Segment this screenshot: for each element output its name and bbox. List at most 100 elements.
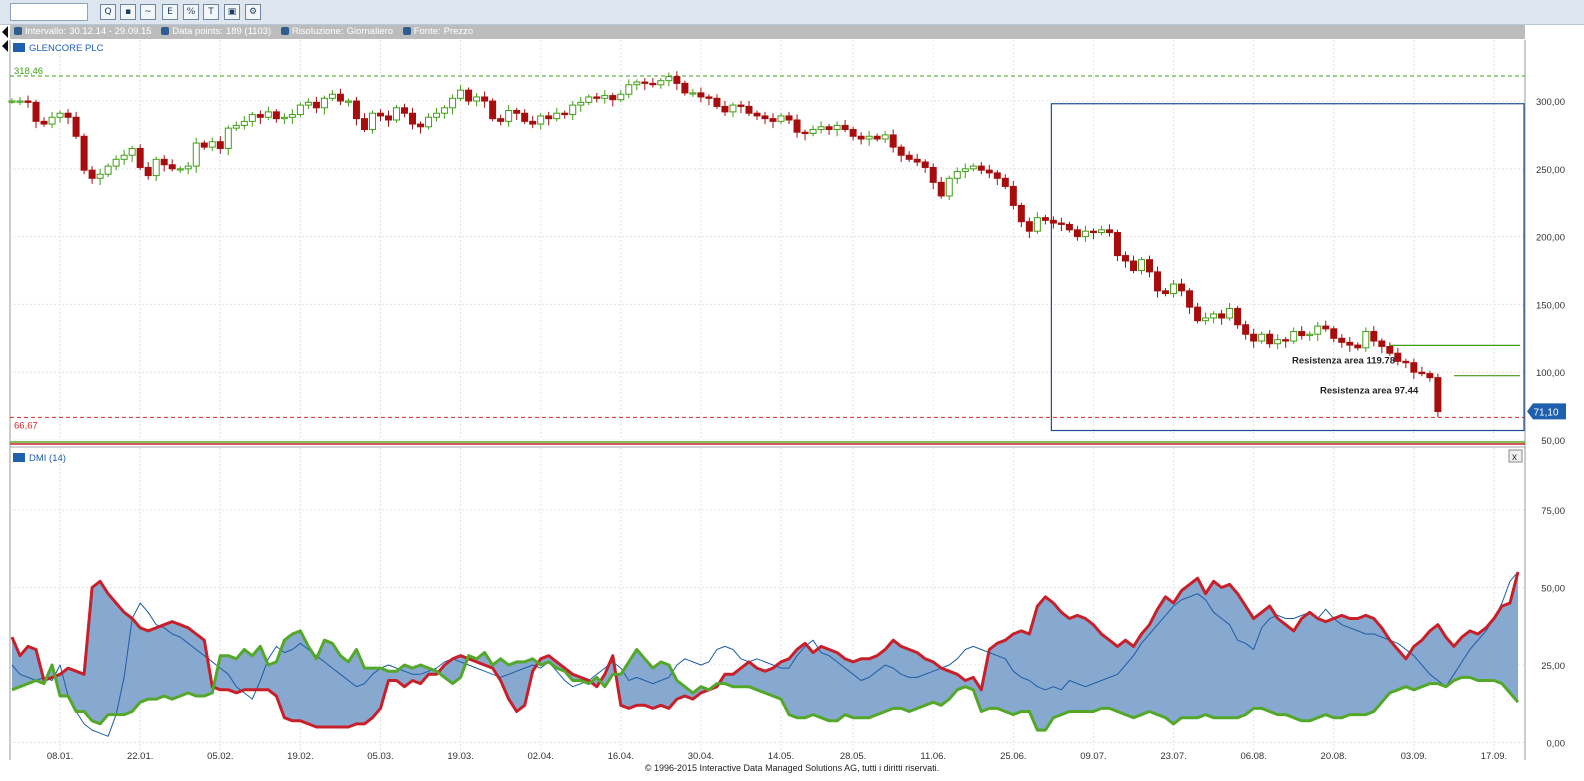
candle-body bbox=[304, 101, 312, 106]
candle-body bbox=[393, 107, 401, 121]
candle-body bbox=[224, 127, 232, 149]
candle-body bbox=[753, 112, 761, 117]
candle-body bbox=[1154, 271, 1162, 292]
zoom-icon[interactable]: Q bbox=[100, 4, 116, 20]
source-value: Prezzo bbox=[443, 26, 474, 37]
candle-body bbox=[48, 116, 56, 125]
min-price-label: 66,67 bbox=[14, 420, 38, 431]
chart-type-icon[interactable]: ▪ bbox=[120, 4, 136, 20]
candle-body bbox=[1009, 185, 1017, 206]
candle-body bbox=[1234, 307, 1242, 326]
close-icon[interactable]: x bbox=[1512, 452, 1517, 463]
dmi-y-tick-label: 0,00 bbox=[1547, 739, 1566, 750]
candle-body bbox=[881, 134, 889, 140]
symbol-search-input[interactable] bbox=[10, 3, 88, 21]
candle-body bbox=[569, 104, 577, 116]
price-grid bbox=[10, 40, 1525, 441]
candle-body bbox=[617, 93, 625, 101]
candle-body bbox=[1057, 222, 1065, 225]
candle-body bbox=[56, 112, 64, 118]
x-tick-label: 23.07. bbox=[1160, 751, 1186, 762]
candle-body bbox=[769, 118, 777, 122]
candle-body bbox=[417, 123, 425, 128]
candle-body bbox=[16, 100, 24, 103]
database-icon bbox=[402, 27, 411, 35]
candle-body bbox=[705, 96, 713, 99]
x-tick-label: 11.06. bbox=[920, 751, 946, 762]
text-tool-icon[interactable]: T bbox=[203, 4, 219, 20]
line-chart-icon[interactable]: ~ bbox=[140, 4, 156, 20]
candle-body bbox=[513, 110, 521, 114]
price-y-tick-label: 100,00 bbox=[1536, 368, 1565, 379]
candle-body bbox=[697, 92, 705, 98]
candle-body bbox=[1041, 217, 1049, 221]
candle-body bbox=[465, 89, 473, 102]
settings-icon[interactable]: ⚙ bbox=[245, 4, 261, 20]
candle-body bbox=[1402, 360, 1410, 364]
minus-di-line bbox=[11, 629, 1520, 732]
candle-body bbox=[1194, 306, 1202, 322]
candle-body bbox=[1146, 259, 1154, 273]
candle-body bbox=[777, 115, 785, 122]
x-tick-label: 16.04. bbox=[608, 751, 634, 762]
candle-body bbox=[561, 112, 569, 116]
candle-body bbox=[24, 100, 32, 103]
candle-body bbox=[1426, 373, 1434, 379]
candle-body bbox=[817, 126, 825, 130]
hash-icon bbox=[161, 27, 170, 35]
dmi-legend-swatch bbox=[13, 453, 25, 462]
candle-body bbox=[481, 96, 489, 102]
candle-body bbox=[585, 96, 593, 103]
studies-icon[interactable]: % bbox=[183, 4, 199, 20]
candle-body bbox=[208, 141, 216, 148]
candle-body bbox=[809, 128, 817, 135]
candle-body bbox=[969, 165, 977, 170]
x-tick-label: 02.04. bbox=[527, 751, 553, 762]
candle-body bbox=[953, 171, 961, 179]
x-tick-label: 28.05. bbox=[840, 751, 866, 762]
candle-body bbox=[849, 128, 857, 137]
candle-body bbox=[1354, 344, 1362, 349]
candle-body bbox=[865, 135, 873, 140]
candle-body bbox=[296, 104, 304, 116]
candle-body bbox=[240, 120, 248, 126]
candle-body bbox=[545, 115, 553, 120]
candle-body bbox=[40, 120, 48, 125]
x-tick-label: 09.07. bbox=[1080, 751, 1106, 762]
price-y-tick-label: 150,00 bbox=[1536, 300, 1565, 311]
candle-body bbox=[1049, 219, 1057, 224]
clock-icon bbox=[14, 27, 22, 35]
annotation-icon[interactable]: ▣ bbox=[224, 4, 240, 20]
candle-body bbox=[64, 112, 72, 118]
candle-body bbox=[649, 82, 657, 86]
candle-body bbox=[609, 95, 617, 101]
collapse-arrow-icon[interactable] bbox=[2, 26, 8, 38]
candle-body bbox=[216, 141, 224, 149]
candle-body bbox=[1113, 232, 1121, 257]
candle-body bbox=[401, 107, 409, 114]
candle-body bbox=[1073, 229, 1081, 238]
x-tick-label: 06.08. bbox=[1240, 751, 1266, 762]
candle-body bbox=[1178, 283, 1186, 292]
x-tick-label: 19.02. bbox=[287, 751, 313, 762]
indicator-icon[interactable]: E bbox=[162, 4, 178, 20]
candle-body bbox=[1210, 313, 1218, 319]
collapse-arrow-icon[interactable] bbox=[2, 40, 8, 52]
candle-body bbox=[745, 105, 753, 114]
candle-body bbox=[729, 104, 737, 113]
dmi-y-tick-label: 50,00 bbox=[1541, 584, 1565, 595]
source-label: Fonte: bbox=[413, 26, 441, 37]
candle-body bbox=[929, 166, 937, 183]
candle-body bbox=[449, 97, 457, 109]
close-panel-button[interactable] bbox=[1508, 449, 1523, 463]
candle-body bbox=[1202, 317, 1210, 322]
candle-body bbox=[1033, 217, 1041, 232]
candle-body bbox=[1338, 337, 1346, 343]
candle-body bbox=[537, 115, 545, 125]
candle-body bbox=[344, 100, 352, 103]
candle-body bbox=[352, 100, 360, 120]
candle-body bbox=[857, 135, 865, 140]
candle-body bbox=[977, 165, 985, 171]
candle-body bbox=[1250, 333, 1258, 342]
